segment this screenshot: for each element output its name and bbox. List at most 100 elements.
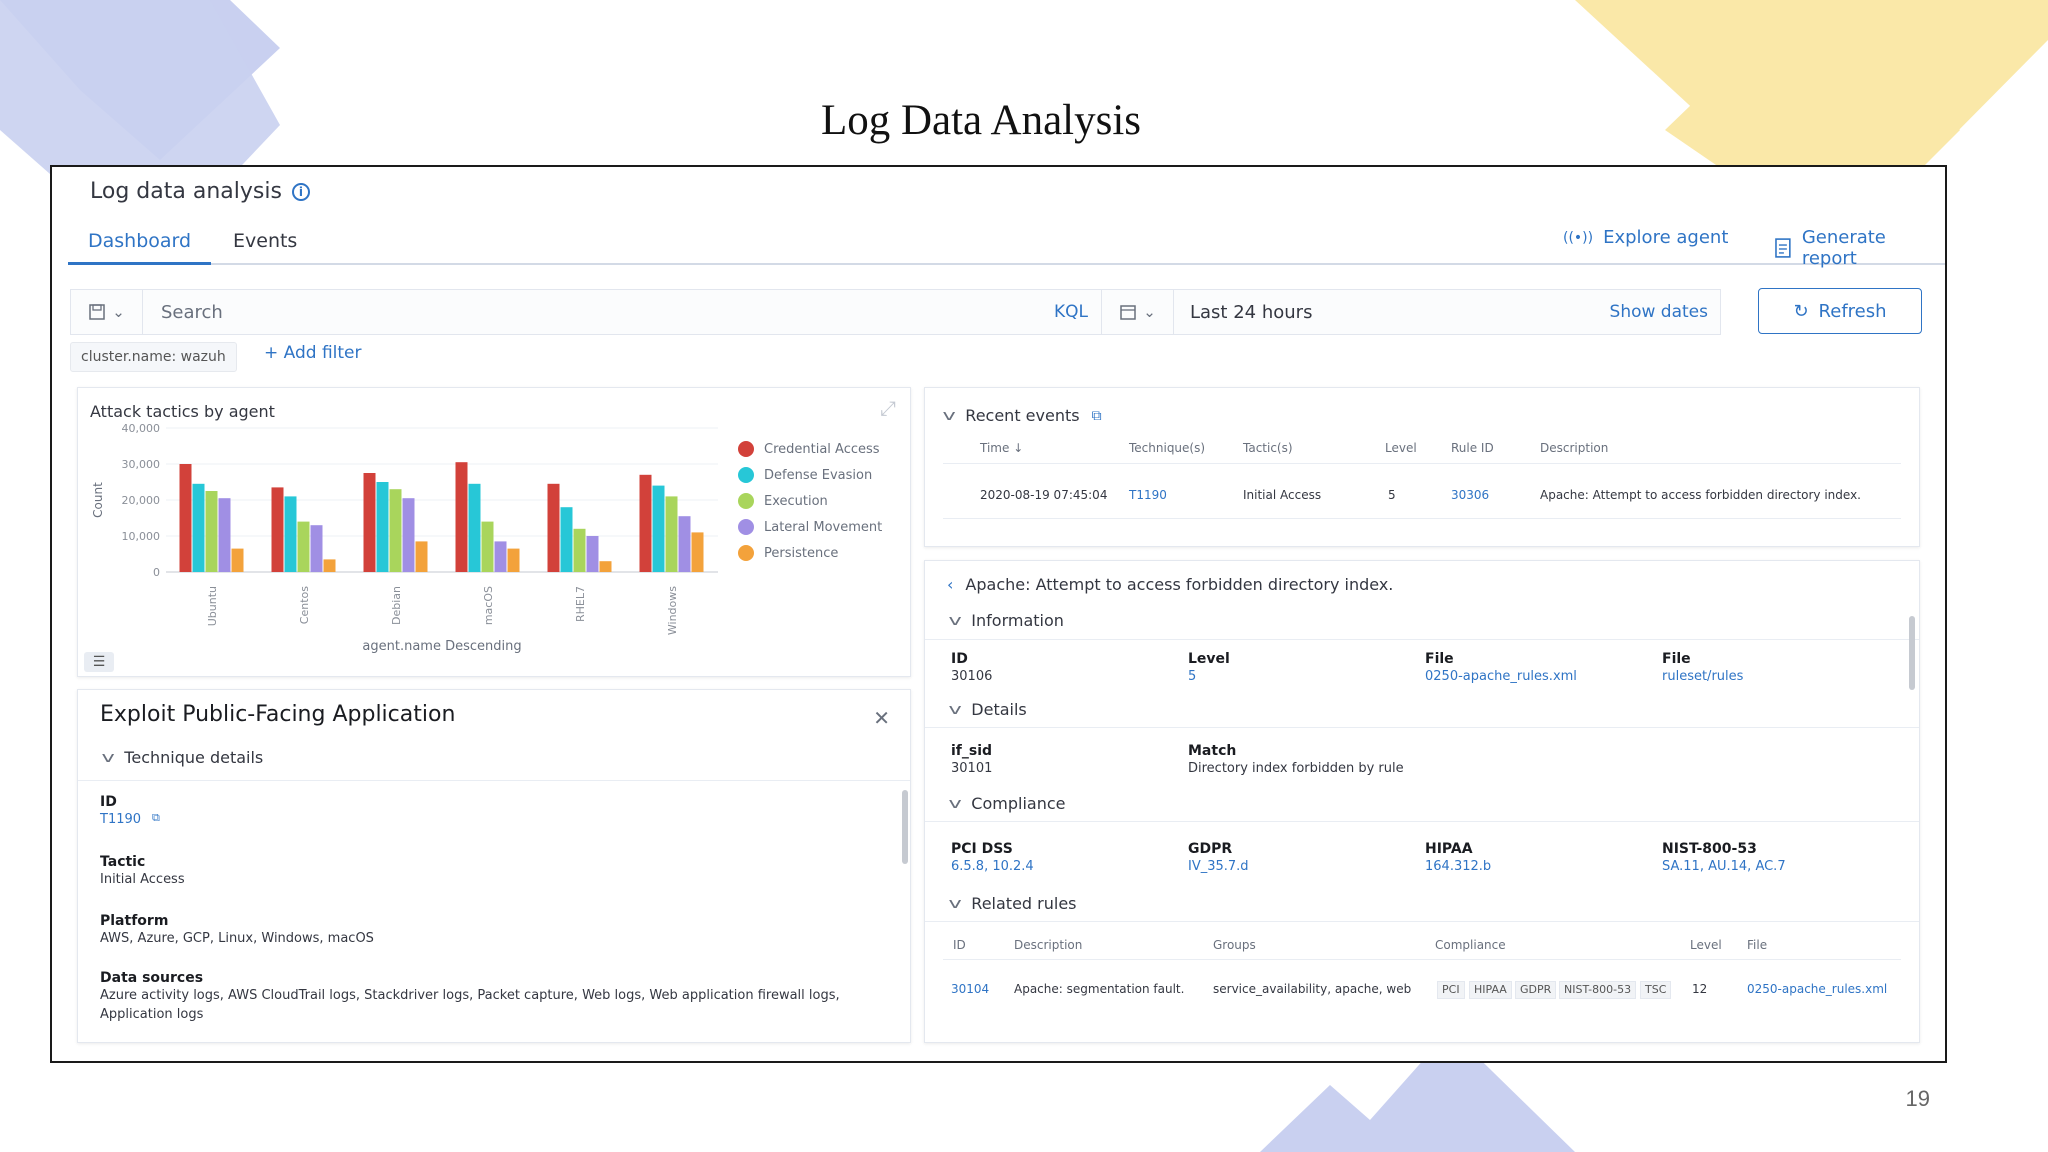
divider <box>943 518 1901 519</box>
bar-chart: 0 10,000 20,000 30,000 40,000 Ubuntu Centos Deb… <box>91 422 718 654</box>
divider <box>943 959 1901 960</box>
nist-link[interactable]: SA.11, AU.14, AC.7 <box>1662 859 1786 874</box>
external-link-icon[interactable]: ⧉ <box>1091 407 1102 424</box>
x-axis-label: agent.name Descending <box>362 639 521 654</box>
scrollbar[interactable] <box>1909 616 1915 690</box>
data-sources-value: Azure activity logs, AWS CloudTrail logs… <box>100 988 840 1003</box>
antenna-icon: ((•)) <box>1563 229 1594 246</box>
bar <box>455 462 468 572</box>
document-icon <box>1775 238 1791 258</box>
column-header[interactable]: Level <box>1385 441 1417 455</box>
rule-level-link[interactable]: 5 <box>1188 669 1197 684</box>
tab-bar: Dashboard Events ((•)) Explore agent Gen… <box>68 223 1945 269</box>
column-header[interactable]: Compliance <box>1435 938 1506 952</box>
rule-path-link[interactable]: ruleset/rules <box>1662 669 1744 684</box>
related-rule-file-link[interactable]: 0250-apache_rules.xml <box>1747 982 1888 996</box>
field-label: NIST-800-53 <box>1662 841 1757 857</box>
related-rule-description: Apache: segmentation fault. <box>1014 982 1185 996</box>
search-input[interactable] <box>143 290 1040 334</box>
recent-events-header[interactable]: v Recent events ⧉ <box>943 406 1102 425</box>
field-label: File <box>1425 651 1454 667</box>
back-icon[interactable]: ‹ <box>947 575 954 594</box>
column-header[interactable]: Groups <box>1213 938 1256 952</box>
divider <box>925 921 1919 922</box>
generate-report-button[interactable]: Generate report <box>1774 227 1945 269</box>
bar <box>363 473 376 572</box>
column-header[interactable]: Description <box>1540 441 1609 455</box>
bar <box>323 559 336 572</box>
divider <box>78 780 910 781</box>
tab-events[interactable]: Events <box>233 230 298 252</box>
details-header[interactable]: v Details <box>949 700 1027 719</box>
date-range[interactable]: Last 24 hours <box>1190 301 1313 323</box>
column-header[interactable]: Level <box>1690 938 1722 952</box>
rule-file-link[interactable]: 0250-apache_rules.xml <box>1425 669 1577 684</box>
legend-swatch <box>738 441 754 457</box>
field-label: GDPR <box>1188 841 1233 857</box>
field-label: Tactic <box>100 854 146 870</box>
hipaa-link[interactable]: 164.312.b <box>1425 859 1492 874</box>
close-icon[interactable]: ✕ <box>873 706 890 730</box>
technique-title: Exploit Public-Facing Application <box>100 702 456 727</box>
legend-item[interactable]: Credential Access <box>738 436 882 462</box>
event-rule-link[interactable]: 30306 <box>1451 488 1490 502</box>
list-icon[interactable]: ☰ <box>84 652 114 672</box>
event-technique-link[interactable]: T1190 <box>1129 488 1167 502</box>
quick-date-menu[interactable]: ⌄ <box>1102 290 1174 334</box>
expand-icon[interactable]: ⤢ <box>880 396 896 420</box>
bar <box>481 521 494 572</box>
gdpr-link[interactable]: IV_35.7.d <box>1188 859 1249 874</box>
divider <box>943 463 1901 464</box>
bar <box>547 483 560 572</box>
explore-agent-button[interactable]: ((•)) Explore agent <box>1563 227 1728 248</box>
x-tick-label: Ubuntu <box>206 586 219 626</box>
compliance-tag: GDPR <box>1515 981 1557 999</box>
external-link-icon[interactable]: ⧉ <box>152 811 160 824</box>
column-header[interactable]: Rule ID <box>1451 441 1494 455</box>
legend-item[interactable]: Defense Evasion <box>738 462 882 488</box>
technique-details-header[interactable]: v Technique details <box>102 748 264 767</box>
bar <box>652 485 665 572</box>
show-dates-link[interactable]: Show dates <box>1609 302 1708 322</box>
legend-item[interactable]: Execution <box>738 488 882 514</box>
column-header[interactable]: Time ↓ <box>980 441 1024 455</box>
rule-id-value: 30106 <box>951 669 993 684</box>
information-header[interactable]: v Information <box>948 611 1064 630</box>
field-label: PCI DSS <box>951 841 1013 857</box>
legend-item[interactable]: Lateral Movement <box>738 514 882 540</box>
bar <box>507 548 520 572</box>
filter-pill[interactable]: cluster.name: wazuh <box>70 342 237 372</box>
pci-link[interactable]: 6.5.8, 10.2.4 <box>951 859 1034 874</box>
data-sources-value: Application logs <box>100 1007 204 1022</box>
y-tick-label: 20,000 <box>122 494 161 507</box>
column-header[interactable]: File <box>1747 938 1768 952</box>
chevron-down-icon: v <box>948 895 962 912</box>
tab-dashboard[interactable]: Dashboard <box>68 223 212 265</box>
info-icon[interactable]: i <box>291 182 310 201</box>
platform-value: AWS, Azure, GCP, Linux, Windows, macOS <box>100 931 374 946</box>
column-header[interactable]: ID <box>953 938 966 952</box>
chevron-down-icon: v <box>948 612 962 629</box>
field-label: HIPAA <box>1425 841 1473 857</box>
kql-toggle[interactable]: KQL <box>1054 302 1088 322</box>
compliance-header[interactable]: v Compliance <box>949 794 1066 813</box>
column-header[interactable]: Technique(s) <box>1129 441 1206 455</box>
related-rules-header[interactable]: v Related rules <box>948 894 1077 913</box>
related-rule-id-link[interactable]: 30104 <box>951 982 990 996</box>
field-label: ID <box>951 651 968 667</box>
technique-id-link[interactable]: T1190 <box>100 812 142 827</box>
recent-events-title: Recent events <box>965 406 1080 425</box>
related-rule-level: 12 <box>1692 982 1708 996</box>
bar <box>415 541 428 572</box>
legend-item[interactable]: Persistence <box>738 540 882 566</box>
related-rule-groups: service_availability, apache, web <box>1213 982 1412 996</box>
y-tick-label: 10,000 <box>122 530 161 543</box>
refresh-button[interactable]: ↻ Refresh <box>1758 288 1922 334</box>
scrollbar[interactable] <box>902 790 908 864</box>
divider <box>925 639 1919 640</box>
saved-query-menu[interactable]: ⌄ <box>71 290 143 334</box>
column-header[interactable]: Tactic(s) <box>1243 441 1293 455</box>
column-header[interactable]: Description <box>1014 938 1083 952</box>
bar <box>573 528 586 572</box>
add-filter-link[interactable]: + Add filter <box>264 343 362 363</box>
